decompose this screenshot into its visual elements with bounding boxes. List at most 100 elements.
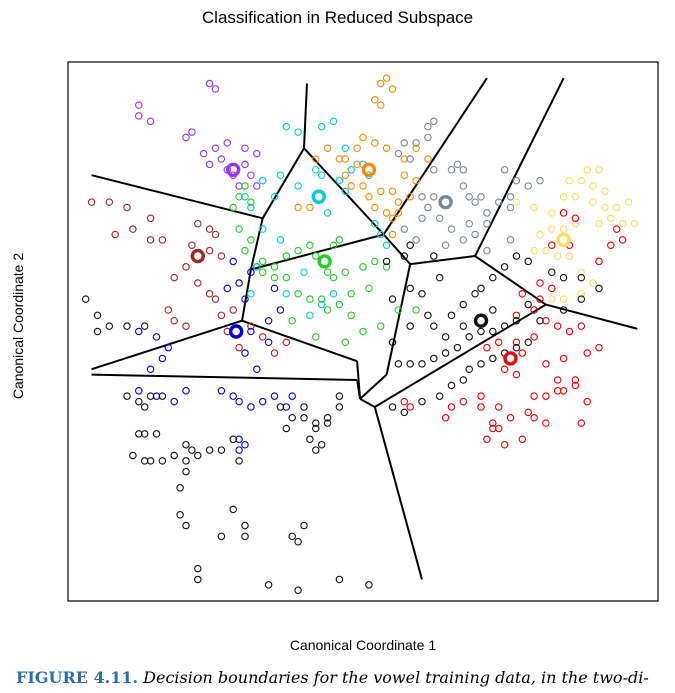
data-point (282, 252, 291, 260)
data-point (459, 182, 468, 190)
data-point (412, 306, 420, 314)
decision-boundary-segment (261, 147, 305, 219)
data-point (235, 446, 243, 454)
data-point (312, 252, 320, 260)
data-point (577, 295, 586, 303)
data-point (306, 295, 314, 303)
data-point (565, 327, 574, 336)
data-point (329, 117, 338, 126)
data-point (300, 268, 308, 276)
data-point (388, 295, 397, 303)
data-point (300, 521, 308, 530)
data-point (205, 225, 214, 233)
class-centroid (438, 194, 453, 210)
data-point (483, 435, 491, 444)
data-point (105, 322, 114, 330)
data-point (323, 144, 332, 152)
data-point (447, 381, 456, 390)
data-point (406, 360, 414, 368)
data-point (217, 311, 226, 320)
data-point (471, 290, 479, 298)
data-point (164, 306, 173, 314)
data-point (559, 209, 568, 217)
data-point (188, 128, 196, 136)
data-point (194, 564, 202, 573)
data-point (323, 306, 332, 314)
decision-boundary-segment (545, 303, 638, 330)
data-point (494, 403, 503, 411)
data-point (359, 327, 367, 336)
data-point (93, 311, 102, 320)
data-point (459, 166, 468, 174)
data-point (388, 214, 397, 223)
data-point (288, 392, 296, 400)
data-point (548, 209, 556, 217)
data-point (406, 155, 414, 163)
data-point (530, 392, 538, 400)
data-point (394, 360, 403, 368)
data-point (471, 230, 479, 239)
data-point (548, 225, 556, 233)
data-point (258, 333, 267, 341)
decision-boundary-segment (91, 174, 263, 220)
data-point (612, 203, 621, 212)
decision-boundary-segment (474, 77, 565, 257)
data-point (548, 295, 556, 303)
data-point (371, 257, 379, 266)
data-point (306, 435, 314, 444)
data-point (235, 193, 243, 201)
decision-boundary-segment (382, 233, 411, 265)
data-point (241, 295, 249, 303)
data-point (506, 193, 515, 201)
data-point (247, 203, 255, 212)
data-point (194, 219, 202, 228)
data-point (406, 403, 414, 411)
data-point (489, 273, 497, 282)
data-point (123, 203, 131, 212)
data-point (500, 263, 509, 271)
data-point (512, 252, 521, 260)
data-point (447, 311, 456, 320)
data-point (477, 284, 485, 293)
data-point (353, 160, 361, 169)
data-point (341, 268, 350, 276)
data-point (489, 424, 497, 433)
data-point (123, 322, 131, 330)
data-point (317, 295, 326, 303)
data-point (129, 451, 137, 460)
data-point (135, 101, 143, 109)
data-point (571, 193, 580, 201)
decision-boundary-segment (91, 373, 358, 382)
data-point (441, 349, 450, 357)
data-point (382, 144, 391, 152)
data-point (312, 333, 320, 341)
data-point (376, 101, 385, 109)
data-point (223, 284, 232, 293)
data-point (571, 376, 580, 384)
data-point (435, 273, 444, 282)
data-point (430, 354, 438, 363)
data-point (382, 209, 391, 217)
data-point (371, 95, 379, 104)
data-point (394, 306, 403, 314)
data-point (341, 144, 350, 152)
data-point (518, 435, 527, 444)
data-point (217, 446, 226, 454)
data-point (247, 290, 255, 298)
data-point (412, 144, 420, 152)
data-point (630, 219, 639, 228)
data-point (294, 586, 302, 594)
data-point (217, 532, 226, 541)
caption-text: Decision boundaries for the vowel traini… (143, 668, 649, 687)
data-point (418, 290, 426, 298)
data-point (607, 241, 615, 250)
data-point (158, 457, 167, 465)
data-point (512, 176, 521, 185)
class-centroid (311, 189, 326, 204)
data-point (477, 360, 485, 368)
data-point (247, 171, 255, 179)
data-point (241, 440, 249, 449)
data-point (500, 440, 509, 449)
data-point (530, 306, 538, 314)
data-point (548, 241, 556, 250)
